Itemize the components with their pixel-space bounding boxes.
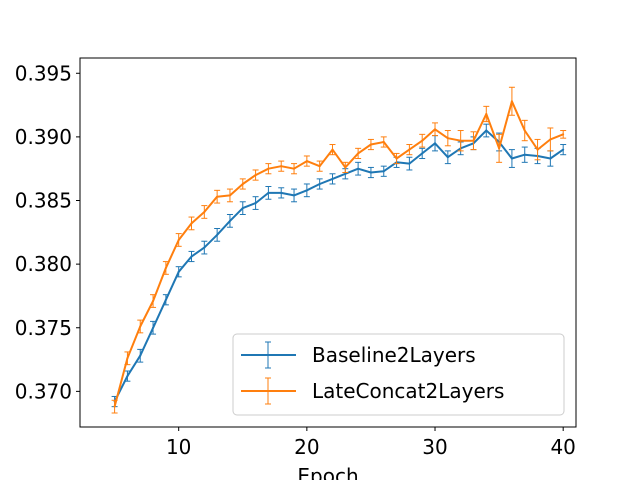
- data-point: [228, 219, 231, 222]
- series-line: [113, 100, 564, 407]
- data-point: [382, 140, 385, 143]
- data-point: [152, 326, 155, 329]
- data-point: [241, 182, 244, 185]
- data-point: [357, 167, 360, 170]
- y-tick-label: 0.380: [15, 252, 72, 276]
- series-layer: [111, 86, 567, 414]
- data-point: [331, 177, 334, 180]
- data-point: [113, 405, 116, 408]
- axes-layer: 10 20 30 40 0.370 0.375 0.380 0.385 0.390 0.395: [15, 61, 576, 459]
- x-axis-title: Epoch: [297, 464, 358, 480]
- data-point: [510, 100, 513, 103]
- data-point: [331, 148, 334, 151]
- data-point: [549, 138, 552, 141]
- data-point: [152, 300, 155, 303]
- y-tick-label: 0.385: [15, 189, 72, 213]
- data-point: [177, 270, 180, 273]
- plot-frame: [79, 57, 577, 428]
- y-tick-label: 0.395: [15, 61, 72, 85]
- data-point: [523, 129, 526, 132]
- data-point: [434, 142, 437, 145]
- data-point: [562, 133, 565, 136]
- data-point: [498, 147, 501, 150]
- data-point: [344, 166, 347, 169]
- data-point: [421, 139, 424, 142]
- data-point: [395, 157, 398, 160]
- data-point: [305, 189, 308, 192]
- y-tick-label: 0.390: [15, 125, 72, 149]
- data-point: [485, 129, 488, 132]
- data-point: [254, 174, 257, 177]
- data-point: [203, 246, 206, 249]
- x-tick-label: 20: [294, 435, 319, 459]
- legend-entry: Baseline2Layers: [241, 341, 476, 369]
- y-tick-label: 0.370: [15, 379, 72, 403]
- legend-label: LateConcat2Layers: [312, 379, 504, 403]
- data-point: [408, 162, 411, 165]
- data-point: [382, 170, 385, 173]
- data-point: [139, 325, 142, 328]
- data-point: [523, 153, 526, 156]
- data-point: [164, 298, 167, 301]
- data-point: [305, 160, 308, 163]
- data-point: [459, 139, 462, 142]
- data-point: [254, 202, 257, 205]
- data-point: [549, 157, 552, 160]
- data-point: [293, 167, 296, 170]
- data-point: [293, 194, 296, 197]
- data-point: [126, 375, 129, 378]
- data-point: [190, 222, 193, 225]
- data-point: [421, 152, 424, 155]
- data-point: [164, 266, 167, 269]
- data-point: [434, 128, 437, 131]
- data-point: [485, 112, 488, 115]
- legend-label: Baseline2Layers: [312, 343, 476, 367]
- data-point: [241, 207, 244, 210]
- data-point: [369, 171, 372, 174]
- data-point: [318, 182, 321, 185]
- data-point: [318, 165, 321, 168]
- data-point: [139, 354, 142, 357]
- legend: Baseline2Layers LateConcat2Layers: [232, 333, 565, 416]
- data-point: [446, 137, 449, 140]
- data-point: [357, 152, 360, 155]
- data-point: [216, 195, 219, 198]
- data-point: [369, 143, 372, 146]
- x-tick-label: 40: [550, 435, 575, 459]
- data-point: [177, 238, 180, 241]
- data-point: [190, 255, 193, 258]
- data-point: [267, 167, 270, 170]
- y-tick-label: 0.375: [15, 316, 72, 340]
- x-tick-label: 30: [422, 435, 447, 459]
- data-point: [344, 172, 347, 175]
- data-point: [510, 157, 513, 160]
- data-point: [216, 233, 219, 236]
- series-LateConcat2Layers: [111, 86, 567, 414]
- data-point: [280, 165, 283, 168]
- legend-box: [232, 333, 565, 416]
- data-point: [267, 191, 270, 194]
- data-point: [228, 194, 231, 197]
- data-point: [203, 210, 206, 213]
- series-line: [113, 129, 564, 403]
- data-point: [446, 156, 449, 159]
- x-tick-label: 10: [166, 435, 191, 459]
- data-point: [536, 148, 539, 151]
- data-point: [126, 357, 129, 360]
- data-point: [408, 148, 411, 151]
- data-point: [472, 139, 475, 142]
- series-Baseline2Layers: [111, 123, 567, 408]
- data-point: [562, 148, 565, 151]
- legend-entry: LateConcat2Layers: [241, 377, 504, 405]
- data-point: [280, 191, 283, 194]
